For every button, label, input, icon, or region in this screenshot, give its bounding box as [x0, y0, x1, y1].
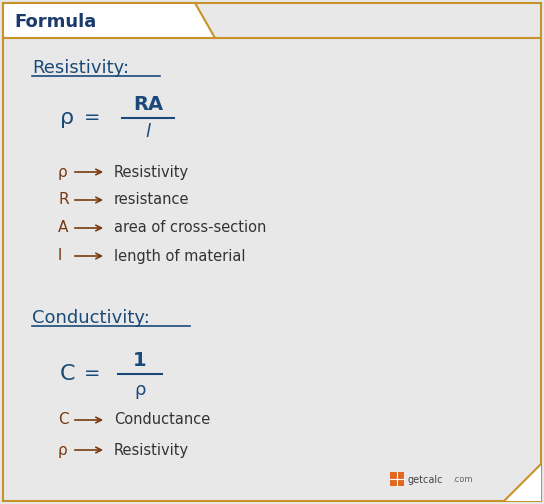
Text: ρ: ρ — [58, 164, 68, 179]
Text: C: C — [58, 412, 69, 427]
Text: RA: RA — [133, 95, 163, 113]
Text: =: = — [84, 364, 101, 384]
Polygon shape — [3, 3, 215, 38]
Text: ρ: ρ — [58, 443, 68, 458]
Text: Resistivity: Resistivity — [114, 443, 189, 458]
Text: Conductance: Conductance — [114, 412, 210, 427]
Text: ρ: ρ — [60, 108, 74, 128]
Text: Resistivity:: Resistivity: — [32, 59, 129, 77]
Text: C: C — [60, 364, 76, 384]
Text: l: l — [145, 123, 151, 141]
Text: Conductivity:: Conductivity: — [32, 309, 150, 327]
Text: =: = — [84, 108, 101, 128]
Text: area of cross-section: area of cross-section — [114, 221, 267, 235]
Text: R: R — [58, 193, 69, 208]
Text: .com: .com — [452, 475, 473, 484]
Polygon shape — [504, 464, 541, 501]
Text: ρ: ρ — [134, 381, 146, 399]
Text: Resistivity: Resistivity — [114, 164, 189, 179]
Bar — [390, 472, 404, 486]
Text: resistance: resistance — [114, 193, 189, 208]
Text: length of material: length of material — [114, 248, 245, 264]
Text: Formula: Formula — [14, 13, 96, 31]
Text: 1: 1 — [133, 350, 147, 369]
Text: getcalc: getcalc — [408, 475, 443, 485]
Text: l: l — [58, 248, 62, 264]
Text: A: A — [58, 221, 69, 235]
